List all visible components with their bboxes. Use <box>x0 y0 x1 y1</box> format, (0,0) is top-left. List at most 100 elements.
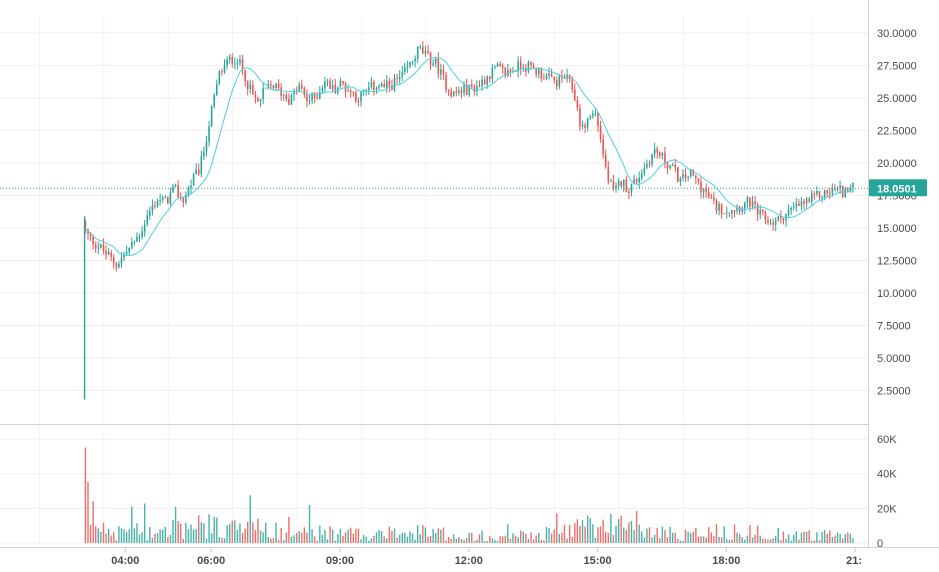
volume-bar <box>687 531 689 543</box>
volume-bar <box>491 538 494 543</box>
candle-body <box>816 191 818 195</box>
candle-body <box>112 256 115 263</box>
candle-body <box>154 205 156 207</box>
volume-bar <box>483 541 486 543</box>
volume-bar <box>234 520 236 543</box>
volume-bar <box>84 447 87 543</box>
volume-bar <box>465 537 468 543</box>
candle-body <box>120 257 123 264</box>
volume-bar <box>411 533 414 543</box>
candle-body <box>640 173 643 178</box>
volume-bar <box>568 524 571 543</box>
candle-body <box>133 241 136 243</box>
volume-bar <box>638 524 640 543</box>
time-tick-label: 15:00 <box>583 555 611 567</box>
candle-body <box>494 66 496 68</box>
candle-body <box>437 58 440 75</box>
candle-body <box>156 201 159 207</box>
volume-bar <box>187 529 190 543</box>
volume-bar <box>373 535 375 543</box>
candle-body <box>612 180 615 189</box>
volume-bar <box>512 533 514 543</box>
candle-body <box>401 71 404 77</box>
time-axis[interactable]: 04:00 06:00 09:00 12:00 15:00 18:00 21: <box>111 548 862 567</box>
volume-bar <box>128 529 130 543</box>
price-axis[interactable]: 2.5000 5.0000 7.5000 10.0000 12.5000 15.0000 1… <box>877 28 917 398</box>
candle-body <box>200 156 203 175</box>
volume-bar <box>731 539 733 543</box>
volume-bar <box>414 539 416 543</box>
volume-bar <box>391 530 393 543</box>
candle-body <box>167 197 169 204</box>
candle-body <box>213 94 216 107</box>
candle-body <box>622 179 625 187</box>
volume-bar <box>589 518 591 543</box>
last-price-label: 18.0501 <box>877 183 917 195</box>
volume-bar <box>252 522 254 543</box>
candle-body <box>94 244 97 249</box>
candle-body <box>792 207 795 209</box>
price-tick-label: 7.5000 <box>877 320 911 332</box>
candle-body <box>803 201 805 204</box>
candle-body <box>568 74 571 80</box>
volume-bar <box>550 533 553 543</box>
volume-bar <box>133 528 136 543</box>
candle-body <box>463 84 465 93</box>
candle-body <box>391 85 393 90</box>
candle-body <box>422 46 424 54</box>
candle-body <box>455 91 458 93</box>
volume-bar <box>852 538 854 543</box>
candle-body <box>574 89 576 101</box>
candle-body <box>365 89 367 91</box>
volume-bar <box>782 531 785 543</box>
candle-body <box>300 85 303 89</box>
candle-body <box>298 85 301 92</box>
candle-body <box>715 199 718 211</box>
volume-bar <box>597 527 599 543</box>
candle-body <box>545 75 548 79</box>
volume-bar <box>767 539 769 543</box>
candle-body <box>84 221 87 230</box>
volume-bar <box>95 526 97 543</box>
candle-body <box>241 59 244 71</box>
volume-bar <box>635 510 638 543</box>
volume-bar <box>182 538 185 543</box>
volume-bar <box>602 519 604 543</box>
volume-bar <box>468 533 470 543</box>
volume-bar <box>558 534 561 543</box>
volume-bar <box>795 531 798 543</box>
volume-bar <box>800 532 803 543</box>
candle-body <box>677 167 679 182</box>
volume-bar <box>138 534 141 543</box>
volume-bar <box>401 532 403 543</box>
volume-bar <box>777 527 779 543</box>
candle-body <box>633 179 635 185</box>
volume-bar <box>787 534 790 543</box>
volume-bar <box>561 532 563 543</box>
candle-body <box>447 89 450 91</box>
candle-body <box>105 250 107 255</box>
volume-bar <box>308 505 311 543</box>
volume-bar <box>218 537 221 543</box>
candle-body <box>625 179 628 193</box>
volume-bar <box>530 532 532 543</box>
candle-body <box>604 154 607 168</box>
candle-body <box>450 90 452 96</box>
volume-bar <box>540 539 543 543</box>
candle-body <box>764 211 767 220</box>
candle-body <box>751 201 754 207</box>
candle-body <box>290 94 293 105</box>
volume-axis[interactable]: 0 20K 40K 60K <box>877 434 897 550</box>
candle-body <box>272 85 275 89</box>
volume-bar <box>708 527 710 543</box>
candle-body <box>143 224 146 232</box>
volume-bar <box>442 527 445 543</box>
candle-body <box>378 86 380 89</box>
candle-body <box>705 188 707 192</box>
price-tick-label: 22.5000 <box>877 125 917 137</box>
volume-bar <box>352 533 354 543</box>
candle-body <box>707 191 710 197</box>
candle-body <box>728 212 731 214</box>
candle-body <box>172 185 174 193</box>
